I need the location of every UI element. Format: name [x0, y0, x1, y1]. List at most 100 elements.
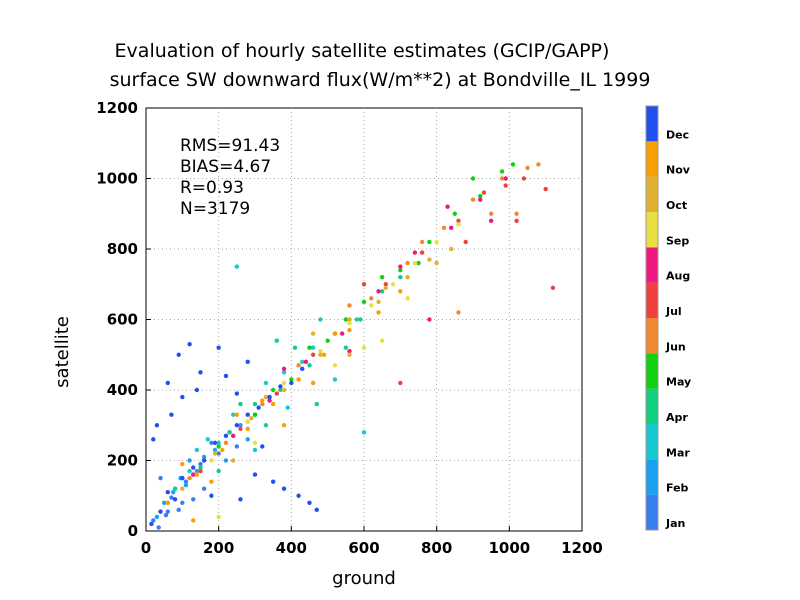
- legend-label-jun: Jun: [665, 340, 686, 353]
- data-point: [191, 465, 196, 470]
- series-apr: [172, 275, 403, 491]
- data-point: [419, 250, 425, 255]
- data-point: [212, 451, 218, 456]
- data-point: [234, 264, 240, 269]
- data-point: [449, 225, 454, 231]
- data-point: [187, 341, 192, 347]
- data-point: [198, 370, 203, 375]
- data-point: [172, 497, 178, 502]
- legend-swatch-dec: [646, 106, 658, 142]
- series-dec: [149, 341, 319, 527]
- data-point: [151, 518, 156, 523]
- data-point: [343, 345, 349, 350]
- data-point: [412, 250, 418, 255]
- data-point: [163, 512, 169, 518]
- data-point: [419, 239, 425, 245]
- data-point: [379, 338, 385, 343]
- data-point: [296, 363, 301, 368]
- data-point: [478, 193, 483, 199]
- data-point: [176, 507, 181, 513]
- data-point: [441, 225, 447, 231]
- data-points: [149, 162, 556, 530]
- data-point: [234, 412, 240, 417]
- data-point: [543, 186, 548, 192]
- data-point: [165, 500, 170, 505]
- data-point: [180, 394, 185, 400]
- data-point: [231, 412, 236, 417]
- data-point: [180, 500, 185, 505]
- data-point: [245, 426, 250, 431]
- data-point: [488, 218, 494, 223]
- data-point: [260, 398, 265, 403]
- data-point: [405, 275, 410, 280]
- stat-bias: BIAS=4.67: [180, 157, 271, 177]
- y-tick-label: 200: [107, 452, 138, 470]
- data-point: [234, 423, 240, 428]
- legend-label-oct: Oct: [666, 199, 687, 212]
- data-point: [383, 285, 388, 290]
- data-point: [180, 486, 185, 491]
- color-legend: Jan Feb Mar Apr May Jun Jul Aug Sep Oct Nov Dec: [645, 105, 691, 531]
- data-point: [231, 433, 236, 439]
- data-point: [340, 331, 345, 336]
- data-point: [361, 299, 367, 305]
- data-point: [183, 482, 189, 488]
- data-point: [205, 437, 210, 442]
- data-point: [198, 468, 203, 474]
- data-point: [191, 518, 196, 523]
- data-point: [510, 162, 516, 167]
- data-point: [427, 257, 432, 262]
- data-point: [278, 384, 283, 389]
- data-point: [223, 433, 229, 439]
- data-point: [376, 299, 381, 305]
- chart-title: Evaluation of hourly satellite estimates…: [115, 40, 610, 62]
- data-point: [216, 514, 221, 520]
- data-point: [314, 401, 319, 407]
- data-point: [151, 437, 156, 442]
- data-point: [332, 331, 338, 336]
- data-point: [274, 391, 279, 396]
- series-oct: [180, 246, 454, 491]
- data-point: [427, 317, 432, 322]
- legend-swatch-sep: [646, 212, 658, 248]
- legend-swatch-jan: [646, 494, 658, 530]
- data-point: [281, 423, 287, 428]
- data-point: [209, 493, 214, 498]
- data-point: [427, 239, 432, 245]
- data-point: [310, 345, 316, 350]
- data-point: [398, 289, 403, 294]
- data-point: [209, 458, 214, 463]
- legend-swatch-may: [646, 353, 658, 389]
- data-point: [398, 275, 403, 280]
- data-point: [383, 282, 388, 287]
- data-point: [212, 440, 218, 446]
- data-point: [260, 401, 265, 407]
- data-point: [289, 380, 294, 386]
- data-point: [245, 437, 250, 442]
- y-tick-label: 1200: [96, 99, 138, 117]
- data-point: [171, 490, 176, 495]
- data-point: [434, 239, 439, 245]
- data-point: [209, 479, 214, 484]
- data-point: [245, 412, 250, 417]
- data-point: [194, 468, 200, 474]
- data-point: [398, 267, 403, 273]
- data-point: [281, 366, 287, 372]
- data-point: [379, 289, 385, 294]
- data-point: [252, 472, 258, 477]
- data-point: [149, 521, 154, 527]
- data-point: [456, 218, 461, 223]
- data-point: [343, 317, 349, 322]
- data-point: [252, 440, 258, 446]
- data-point: [310, 352, 316, 357]
- data-point: [176, 352, 181, 357]
- data-point: [249, 416, 254, 421]
- data-point: [216, 468, 221, 474]
- data-point: [191, 497, 196, 502]
- x-tick-label: 0: [141, 539, 151, 557]
- data-point: [281, 387, 287, 393]
- data-point: [514, 211, 519, 216]
- data-point: [281, 486, 287, 491]
- legend-label-nov: Nov: [666, 164, 691, 177]
